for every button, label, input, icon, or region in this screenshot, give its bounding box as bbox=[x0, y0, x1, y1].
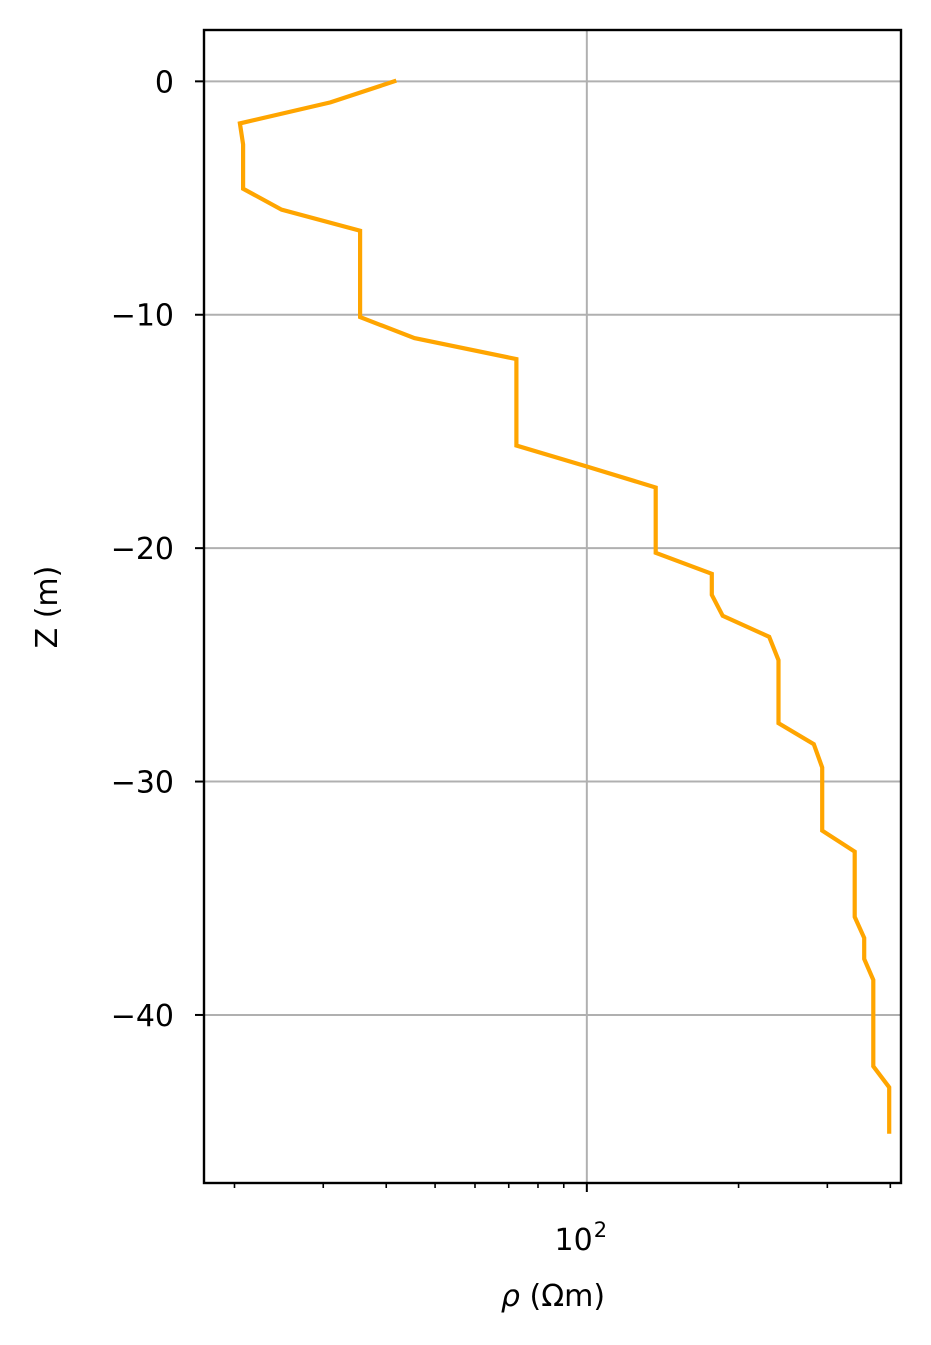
y-tick-label: −10 bbox=[111, 299, 174, 334]
labels-layer: ρ (Ωm) Z (m) bbox=[30, 566, 605, 1314]
y-tick-label: 0 bbox=[155, 65, 174, 100]
x-tick-label: 102 bbox=[555, 1218, 608, 1258]
ticks-layer: 0 −10 −20 −30 −40 102 bbox=[111, 65, 892, 1258]
x-axis-label: ρ (Ωm) bbox=[501, 1279, 605, 1314]
y-tick-label: −20 bbox=[111, 532, 174, 567]
x-axis-label-symbol: ρ bbox=[501, 1279, 520, 1314]
y-axis-label: Z (m) bbox=[30, 566, 65, 649]
plot-area-frame bbox=[202, 28, 903, 1185]
y-tick-label: −30 bbox=[111, 766, 174, 801]
grid-layer bbox=[204, 30, 901, 1183]
line-layer bbox=[237, 78, 892, 1134]
x-axis-label-unit: (Ωm) bbox=[520, 1279, 605, 1314]
y-tick-label: −40 bbox=[111, 999, 174, 1034]
series-line bbox=[237, 78, 892, 1134]
